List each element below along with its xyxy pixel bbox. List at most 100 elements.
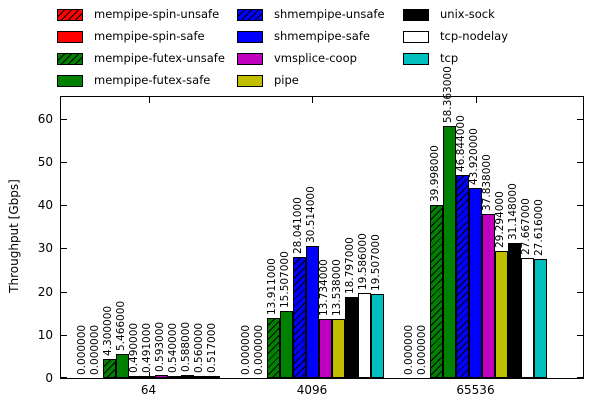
legend-column: shmempipe-unsafe shmempipe-safe vmsplice-c… <box>237 8 385 96</box>
bar-tcp-nodelay-x4096 <box>357 293 371 378</box>
legend-label: pipe <box>274 73 299 87</box>
legend-item-mempipe-futex-unsafe: mempipe-futex-unsafe <box>57 52 225 65</box>
bar-pipe-x4096 <box>331 319 345 378</box>
x-tick-label: 64 <box>140 383 157 397</box>
bar-value-label: 27.667000 <box>520 198 532 255</box>
bar-value-label: 13.734000 <box>317 259 330 316</box>
bar-tcp-x4096 <box>370 294 384 378</box>
bar-value-label: 19.507000 <box>369 234 382 291</box>
chart-plot-area: 0 10 20 30 40 50 60 64 0.000000 0.000000 4.300000 5… <box>38 66 584 396</box>
bar-value-label: 58.363000 <box>442 66 454 123</box>
y-tick <box>577 248 583 250</box>
bar-value-label: 0.000000 <box>89 324 101 375</box>
bar-mempipe-futex-unsafe-x64 <box>103 359 116 378</box>
legend-label: mempipe-futex-unsafe <box>94 51 225 65</box>
bar-tcp-x65536 <box>534 259 547 378</box>
bar-vmsplice-coop-x64 <box>155 375 168 378</box>
bar-value-label: 0.000000 <box>76 324 88 375</box>
x-tick <box>148 97 150 103</box>
y-tick-label: 20 <box>37 284 53 299</box>
x-tick <box>312 97 313 103</box>
legend-item-pipe: pipe <box>237 74 385 87</box>
legend-swatch <box>403 30 429 43</box>
y-tick <box>577 377 583 378</box>
legend-item-mempipe-futex-safe: mempipe-futex-safe <box>57 74 225 87</box>
legend-label: tcp-nodelay <box>440 29 509 43</box>
bar-value-label: 0.593000 <box>154 321 166 372</box>
bar-pipe-x65536 <box>495 251 508 378</box>
legend-label: tcp <box>440 51 459 65</box>
bar-value-label: 13.911000 <box>265 258 278 315</box>
bar-mempipe-futex-unsafe-x4096 <box>266 318 280 378</box>
legend: mempipe-spin-unsafe mempipe-spin-safe memp… <box>0 0 600 92</box>
bar-shmempipe-safe-x64 <box>142 376 155 378</box>
legend-column: mempipe-spin-unsafe mempipe-spin-safe memp… <box>57 8 225 96</box>
bar-tcp-x64 <box>207 376 220 378</box>
x-tick <box>475 97 477 103</box>
bar-pipe-x64 <box>168 376 181 378</box>
bar-shmempipe-unsafe-x65536 <box>456 175 469 378</box>
bar-shmempipe-safe-x4096 <box>305 246 319 378</box>
bar-value-label: 0.540000 <box>167 322 179 373</box>
bar-shmempipe-unsafe-x4096 <box>292 257 306 378</box>
bar-unix-sock-x65536 <box>508 243 521 378</box>
bar-value-label: 0.000000 <box>239 324 252 375</box>
bar-value-label: 0.560000 <box>193 322 205 373</box>
y-tick <box>577 334 583 336</box>
bar-value-label: 0.000000 <box>416 324 428 375</box>
legend-item-tcp: tcp <box>403 52 508 65</box>
bar-value-label: 39.998000 <box>429 145 441 202</box>
bar-value-label: 27.616000 <box>533 199 545 256</box>
y-tick-label: 50 <box>37 154 53 169</box>
legend-swatch <box>57 8 83 21</box>
legend-label: mempipe-futex-safe <box>94 73 211 87</box>
y-tick <box>577 161 583 163</box>
bar-mempipe-futex-safe-x4096 <box>279 311 293 378</box>
y-tick <box>61 291 67 293</box>
y-axis-title: Throughput [Gbps] <box>7 179 21 293</box>
y-tick <box>577 118 583 120</box>
bar-vmsplice-coop-x65536 <box>482 214 495 378</box>
legend-item-mempipe-spin-unsafe: mempipe-spin-unsafe <box>57 8 225 21</box>
bar-value-label: 0.588000 <box>180 321 192 372</box>
legend-label: shmempipe-safe <box>274 29 370 43</box>
bar-value-label: 0.491000 <box>141 322 153 373</box>
x-tick <box>148 372 150 378</box>
y-tick <box>61 205 67 207</box>
y-tick <box>61 161 67 163</box>
y-tick-label: 10 <box>37 327 53 342</box>
x-tick-label: 4096 <box>296 383 328 397</box>
y-tick <box>61 377 67 378</box>
bar-mempipe-futex-safe-x64 <box>116 354 129 378</box>
bar-unix-sock-x4096 <box>344 297 358 378</box>
legend-label: shmempipe-unsafe <box>274 7 385 21</box>
bar-mempipe-futex-unsafe-x65536 <box>430 205 443 378</box>
legend-swatch <box>237 74 263 87</box>
bar-tcp-nodelay-x64 <box>194 376 207 378</box>
legend-item-shmempipe-safe: shmempipe-safe <box>237 30 385 43</box>
bar-value-label: 0.000000 <box>252 324 265 375</box>
bar-value-label: 4.300000 <box>102 305 114 356</box>
bar-value-label: 13.538000 <box>330 259 343 316</box>
bar-shmempipe-safe-x65536 <box>469 188 482 378</box>
bar-unix-sock-x64 <box>181 375 194 378</box>
y-tick <box>577 205 583 207</box>
legend-swatch <box>57 74 83 87</box>
bar-value-label: 28.041000 <box>291 197 304 254</box>
bar-value-label: 15.507000 <box>278 251 291 308</box>
bar-value-label: 5.466000 <box>115 300 127 351</box>
bar-value-label: 19.586000 <box>356 233 369 290</box>
legend-swatch <box>237 8 263 21</box>
legend-swatch <box>237 52 263 65</box>
bar-value-label: 0.490000 <box>128 322 140 373</box>
legend-item-vmsplice-coop: vmsplice-coop <box>237 52 385 65</box>
bar-value-label: 37.838000 <box>481 154 493 211</box>
y-tick <box>61 334 67 336</box>
legend-item-shmempipe-unsafe: shmempipe-unsafe <box>237 8 385 21</box>
legend-swatch <box>237 30 263 43</box>
legend-column: unix-sock tcp-nodelay tcp <box>403 8 508 74</box>
y-tick-label: 0 <box>45 371 53 385</box>
bar-value-label: 46.844000 <box>455 115 467 172</box>
legend-item-tcp-nodelay: tcp-nodelay <box>403 30 508 43</box>
bar-mempipe-futex-safe-x65536 <box>443 126 456 378</box>
